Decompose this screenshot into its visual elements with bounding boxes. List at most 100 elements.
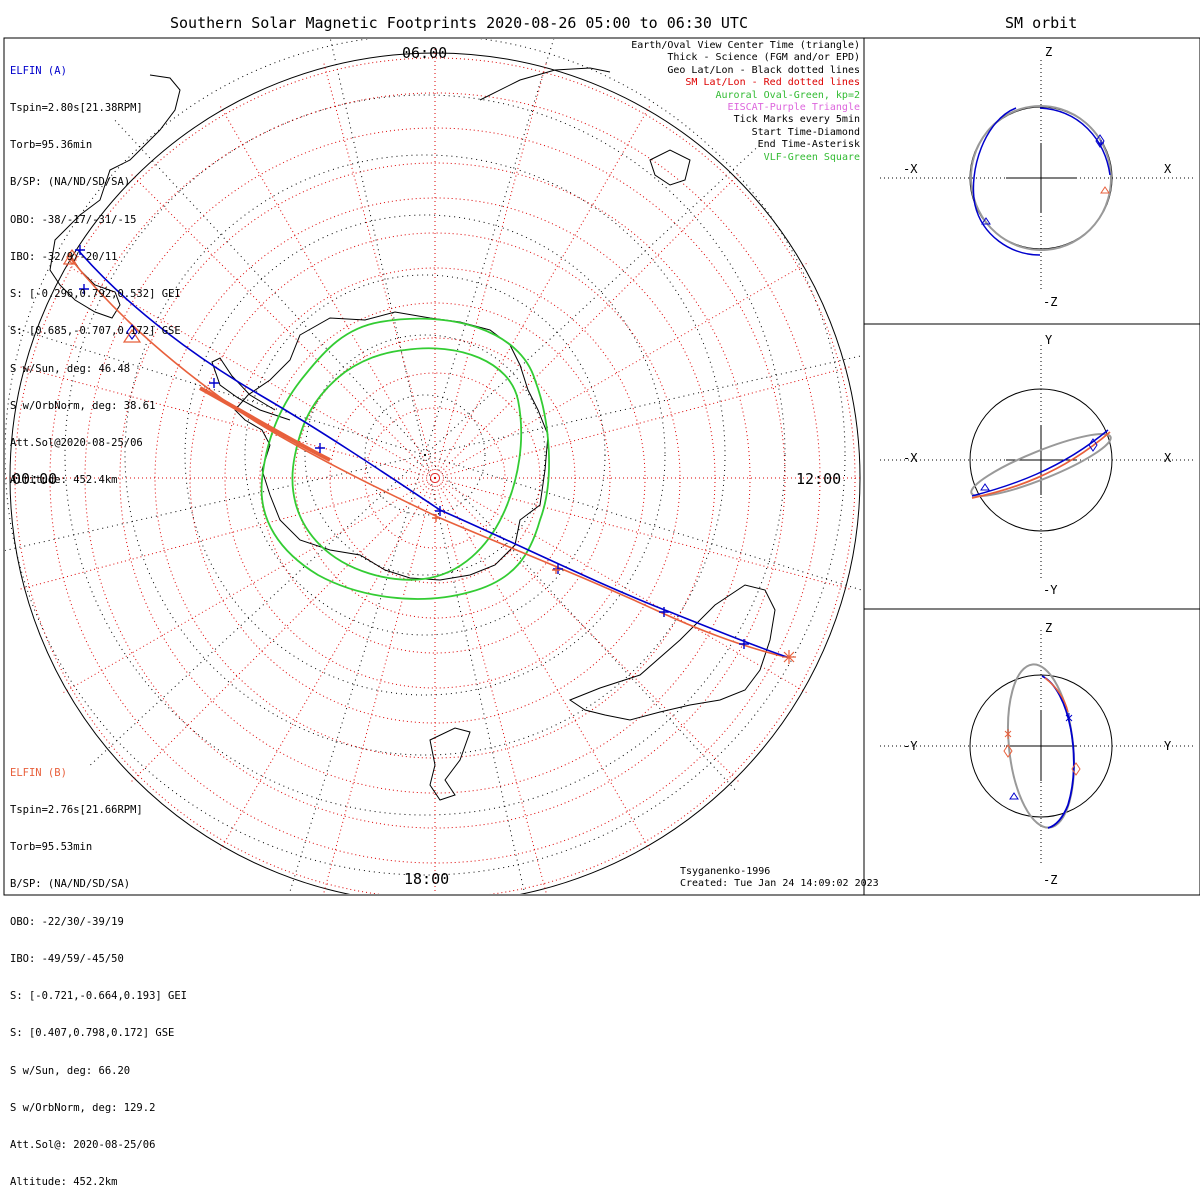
elfin-b-line: S: [-0.721,-0.664,0.193] GEI [10, 990, 188, 1003]
sm-grid [5, 48, 863, 894]
geoGrid-ring [244, 274, 606, 636]
elfin-a-line: OBO: -38/-17/-31/-15 [10, 213, 137, 226]
elfin-a-line: Tspin=2.80s[21.38RPM] [10, 102, 143, 115]
elfin-a-info: ELFIN (A) Tspin=2.80s[21.38RPM] Torb=95.… [10, 40, 181, 499]
elfin-a-track [77, 249, 791, 659]
elfin-a-start-diamond [126, 323, 138, 341]
plot-canvas: 06:00 00:00 12:00 18:00 Z -Z -X X Y -Y -… [3, 37, 1200, 896]
elfin-b-line: Att.Sol@: 2020-08-25/06 [10, 1139, 156, 1151]
orbit1-vneg: -Z [1043, 295, 1057, 309]
geoGrid-ring [5, 39, 846, 876]
smGrid-spoke [219, 477, 436, 851]
geoGrid-ring [124, 154, 726, 756]
smGrid-ring [224, 267, 646, 689]
elfin-a-line: IBO: -32/9/-20/11 [10, 250, 118, 263]
legend-sm: SM Lat/Lon - Red dotted lines [685, 77, 860, 89]
legend-view-center: Earth/Oval View Center Time (triangle) [631, 40, 860, 51]
orbit3-hpos: Y [1164, 739, 1172, 753]
geoGrid-spoke [112, 117, 426, 456]
geoGrid-spoke [288, 454, 426, 894]
smGrid-spoke [62, 477, 436, 694]
elfin-b-track [69, 257, 791, 659]
geoGrid-spoke [87, 454, 426, 768]
smGrid-ring [364, 407, 506, 549]
orbit-panels-frame [863, 37, 1200, 896]
orbit3-vneg: -Z [1043, 873, 1057, 887]
geoGrid-spoke [424, 454, 738, 793]
orbit1-hpos: X [1164, 162, 1172, 176]
orbit-panel-xz [880, 60, 1195, 290]
geoGrid-spoke [424, 454, 863, 592]
smGrid-spoke [434, 262, 808, 479]
orbit1-vpos: Z [1045, 45, 1052, 59]
australia-coastline [568, 584, 776, 721]
auroral-oval-inner [291, 347, 523, 581]
geoGrid-ring [364, 394, 486, 516]
elfin-a-line: Altitude: 452.4km [10, 474, 118, 487]
map-label-bottom: 18:00 [404, 870, 449, 888]
elfin-a-line: B/SP: (NA/ND/SD/SA) [10, 176, 131, 189]
geoGrid-ring [184, 214, 666, 696]
smGrid-spoke [323, 477, 436, 894]
geoGrid-spoke [424, 354, 863, 456]
elfin-a-line: S w/Sun, deg: 46.48 [10, 362, 131, 375]
legend-ticks: Tick Marks every 5min [733, 114, 860, 126]
smGrid-ring [119, 162, 751, 794]
madagascar-coastline [479, 67, 611, 101]
smGrid-spoke [434, 477, 740, 783]
map-label-right: 12:00 [796, 470, 841, 488]
elfin-a-line: S: [0.685,-0.707,0.172] GSE [10, 325, 181, 338]
footer-created: Created: Tue Jan 24 14:09:02 2023 [680, 878, 879, 890]
orbit2-hneg: -X [903, 451, 918, 465]
polar-map [5, 39, 863, 894]
elfin-b-view-center-triangle [122, 328, 142, 343]
elfin-b-science-segment [199, 386, 331, 462]
geoGrid-spoke [329, 39, 426, 456]
orbit3-vpos: Z [1045, 621, 1052, 635]
geoGrid-spoke [424, 142, 763, 456]
antarctic-peninsula [211, 357, 291, 421]
smGrid-spoke [434, 366, 851, 479]
legend-geo: Geo Lat/Lon - Black dotted lines [667, 64, 860, 76]
geo-grid [5, 39, 863, 894]
geoGrid-ring [304, 334, 546, 576]
geoGrid-spoke [424, 39, 555, 456]
smGrid-spoke [219, 105, 436, 479]
orbit-panel-xy [880, 345, 1195, 578]
elfin-a-line: S w/OrbNorm, deg: 38.61 [10, 399, 156, 412]
orbit3-hneg: -Y [903, 739, 918, 753]
map-label-left: 00:00 [12, 470, 57, 488]
map-label-top: 06:00 [402, 44, 447, 62]
end-asterisk [782, 650, 796, 664]
smGrid-spoke [434, 477, 651, 851]
geoGrid-ring [64, 94, 786, 816]
footer: Tsyganenko-1996 Created: Tue Jan 24 14:0… [680, 866, 879, 891]
new-zealand-coastline [429, 727, 471, 801]
antarctica-coastline [234, 311, 549, 581]
elfin-a-line: Att.Sol@2020-08-25/06 [10, 437, 143, 449]
elfin-a-line: S: [-0.296,0.792,0.532] GEI [10, 288, 181, 301]
elfin-a-name: ELFIN (A) [10, 64, 67, 77]
elfin-a-line: Torb=95.36min [10, 139, 93, 152]
auroral-oval-outer [260, 317, 550, 600]
legend: Earth/Oval View Center Time (triangle) T… [631, 40, 860, 164]
elfin-b-line: Tspin=2.76s[21.66RPM] [10, 804, 143, 817]
chart-title: Southern Solar Magnetic Footprints 2020-… [170, 14, 748, 32]
elfin-b-line: Altitude: 452.2km [10, 1176, 118, 1189]
elfin-b-name: ELFIN (B) [10, 766, 67, 779]
legend-vlf: VLF-Green Square [763, 151, 860, 163]
elfin-b-line: IBO: -49/59/-45/50 [10, 952, 124, 965]
legend-start: Start Time-Diamond [751, 126, 860, 138]
south-america-coastline [49, 74, 181, 319]
legend-thick: Thick - Science (FGM and/or EPD) [667, 52, 860, 64]
orbit2-vneg: -Y [1043, 583, 1058, 597]
smGrid-spoke [434, 477, 851, 590]
orbit-panel-yz [880, 630, 1195, 865]
orbit-title: SM orbit [1005, 14, 1078, 32]
smGrid-spoke [434, 62, 547, 479]
smGrid-spoke [434, 173, 740, 479]
elfin-b-info: ELFIN (B) Tspin=2.76s[21.66RPM] Torb=95.… [10, 742, 187, 1201]
tick-marks [75, 245, 749, 649]
legend-oval: Auroral Oval-Green, kp=2 [715, 89, 861, 101]
legend-eiscat: EISCAT-Purple Triangle [727, 102, 860, 114]
